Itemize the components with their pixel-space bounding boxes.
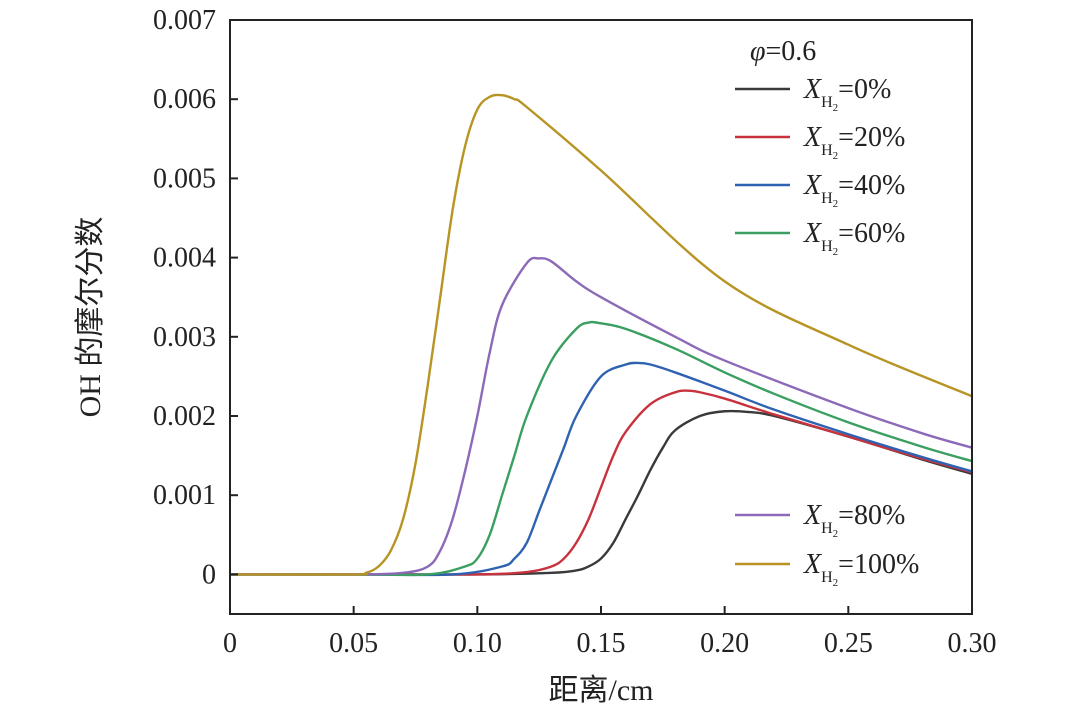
y-tick-label: 0.001 — [153, 480, 216, 511]
y-tick-label: 0.002 — [153, 401, 216, 432]
x-tick-label: 0.25 — [824, 628, 873, 659]
series-line-4 — [230, 320, 972, 577]
series-line-5 — [230, 256, 972, 576]
y-tick-label: 0.004 — [153, 243, 216, 274]
legend-title-value: =0.6 — [766, 36, 817, 67]
y-tick-label: 0.007 — [153, 5, 216, 36]
series-layer — [230, 93, 972, 577]
legend-label-1: XH2=0% — [803, 74, 891, 114]
ticks-layer: 0 0.05 0.10 0.15 0.20 0.25 0.30 0 0.001 0.002 0.00… — [153, 5, 997, 659]
x-tick-label: 0.30 — [948, 628, 997, 659]
series-line-3 — [230, 361, 972, 577]
legend-label-5: XH2=80% — [803, 500, 905, 540]
x-axis-label: 距离/cm — [549, 674, 654, 707]
y-axis-label: OH 的摩尔分数 — [74, 217, 107, 418]
x-tick-label: 0.10 — [453, 628, 502, 659]
x-tick-label: 0.05 — [329, 628, 378, 659]
legend-title: φ=0.6 — [750, 36, 816, 67]
x-tick-label: 0.15 — [577, 628, 626, 659]
legend-label-2: XH2=20% — [803, 122, 905, 162]
y-tick-label: 0.003 — [153, 322, 216, 353]
series-line-2 — [230, 389, 972, 576]
y-tick-label: 0.005 — [153, 163, 216, 194]
x-tick-label: 0.20 — [700, 628, 749, 659]
series-line-6 — [230, 93, 972, 576]
legend-label-4: XH2=60% — [803, 218, 905, 258]
legend-title-symbol: φ — [750, 36, 766, 67]
y-tick-label: 0.006 — [153, 84, 216, 115]
legend: φ=0.6 XH2=0% XH2=20% XH2=40% XH2=60% XH2=80%… — [735, 36, 919, 589]
legend-label-6: XH2=100% — [803, 549, 919, 589]
legend-entries: XH2=0% XH2=20% XH2=40% XH2=60% XH2=80% XH2=10… — [735, 74, 919, 589]
x-tick-label: 0 — [223, 628, 237, 659]
y-tick-label: 0 — [202, 559, 216, 590]
legend-label-3: XH2=40% — [803, 170, 905, 210]
